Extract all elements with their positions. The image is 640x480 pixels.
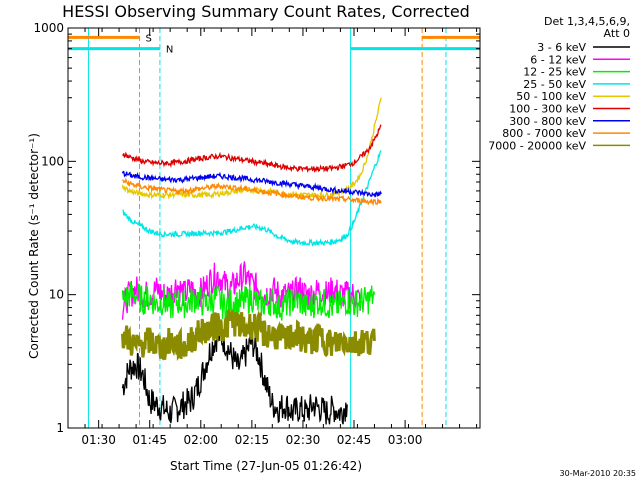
legend-label-0: 3 - 6 keV: [537, 41, 586, 54]
y-tick-label-3: 1000: [33, 21, 64, 35]
legend-label-3: 25 - 50 keV: [523, 78, 586, 91]
x-tick-label-3: 02:15: [235, 433, 270, 447]
plot-frame: [67, 27, 481, 429]
y-tick-label-0: 1: [56, 421, 64, 435]
footer-timestamp: 30-Mar-2010 20:35: [560, 469, 637, 478]
series-line-5: [122, 124, 382, 174]
legend-label-5: 100 - 300 keV: [509, 103, 586, 116]
state-bar-label-0: S: [146, 33, 152, 44]
legend-header-2: Att 0: [604, 27, 630, 40]
legend-header: Det 1,3,4,5,6,9,: [544, 15, 630, 28]
legend-label-1: 6 - 12 keV: [530, 53, 586, 66]
y-axis-label: Corrected Count Rate (s⁻¹ detector⁻¹): [27, 133, 41, 359]
x-tick-label-0: 01:30: [81, 433, 116, 447]
legend-label-6: 300 - 800 keV: [509, 115, 586, 128]
series-line-8: [121, 309, 376, 362]
series-line-7: [122, 177, 382, 207]
series-line-3: [122, 150, 382, 247]
series-line-0: [121, 323, 348, 425]
legend-label-4: 50 - 100 keV: [516, 90, 586, 103]
legend-label-2: 12 - 25 keV: [523, 66, 586, 79]
x-tick-label-2: 02:00: [183, 433, 218, 447]
x-tick-label-1: 01:45: [132, 433, 167, 447]
chart-title: HESSI Observing Summary Count Rates, Cor…: [62, 2, 470, 21]
legend-label-7: 800 - 7000 keV: [502, 127, 586, 140]
series-line-6: [121, 170, 382, 198]
state-bar-label-1: N: [166, 45, 173, 56]
x-tick-label-6: 03:00: [388, 433, 423, 447]
x-tick-label-5: 02:45: [337, 433, 372, 447]
axes: 1 10 100 1000 01:30 01:45 02:00 02:15 02:30 02:45…: [33, 21, 481, 447]
series-line-2: [121, 282, 376, 324]
legend-label-8: 7000 - 20000 keV: [488, 139, 586, 152]
x-axis-label: Start Time (27-Jun-05 01:26:42): [170, 459, 362, 473]
y-tick-label-2: 100: [41, 154, 64, 168]
plot-area: SN: [68, 28, 480, 428]
x-tick-label-4: 02:30: [286, 433, 321, 447]
series-line-4: [121, 97, 382, 201]
y-tick-label-1: 10: [49, 288, 64, 302]
